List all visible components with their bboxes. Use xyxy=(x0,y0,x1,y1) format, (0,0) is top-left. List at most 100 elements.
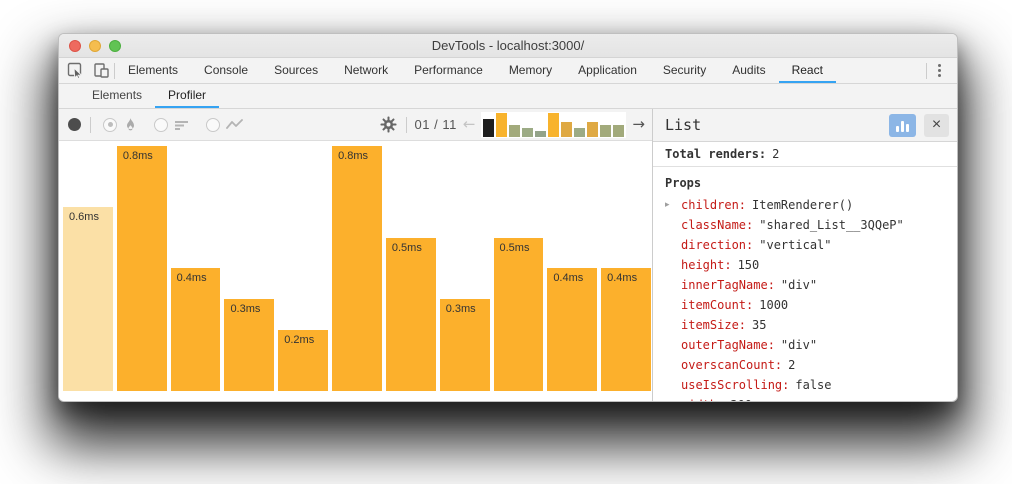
tab-security[interactable]: Security xyxy=(662,62,707,77)
zoom-window-button[interactable] xyxy=(109,39,121,52)
next-snapshot-icon[interactable]: → xyxy=(632,115,645,133)
prop-value: "vertical" xyxy=(759,238,832,252)
prop-value: 2 xyxy=(788,358,796,372)
bar-duration-label: 0.3ms xyxy=(445,303,476,315)
component-name: List xyxy=(665,116,702,134)
commit-bar[interactable]: 0.5ms xyxy=(385,238,436,391)
prop-value: 35 xyxy=(752,318,767,332)
bar-duration-label: 0.5ms xyxy=(499,242,530,254)
commit-bar[interactable]: 0.8ms xyxy=(332,146,382,391)
minichart-bar[interactable] xyxy=(522,127,534,137)
commit-bar[interactable]: 0.4ms xyxy=(170,268,221,391)
prop-key: itemSize: xyxy=(681,318,747,332)
bar-duration-label: 0.2ms xyxy=(284,334,315,346)
tab-application[interactable]: Application xyxy=(578,62,637,77)
minichart-bar[interactable] xyxy=(613,124,625,137)
prop-row-children: ▸ children: ItemRenderer() xyxy=(665,195,957,215)
flame-icon[interactable] xyxy=(123,117,138,133)
minichart-bar[interactable] xyxy=(496,112,508,137)
tab-memory[interactable]: Memory xyxy=(508,62,553,77)
prop-key: outerTagName: xyxy=(681,338,775,352)
commit-bar[interactable]: 0.3ms xyxy=(439,299,490,391)
profiler-pane: 01 / 11 ← → 0.6ms 0.8ms 0.4ms 0.3ms 0.2ms 0.8… xyxy=(59,109,652,401)
bar-duration-label: 0.3ms xyxy=(230,303,261,315)
profiler-toolbar: 01 / 11 ← → xyxy=(59,109,652,141)
snapshot-minichart[interactable] xyxy=(481,111,627,138)
tab-performance[interactable]: Performance xyxy=(414,62,483,77)
minimize-window-button[interactable] xyxy=(89,39,101,52)
minichart-bar[interactable] xyxy=(587,121,599,137)
bar-duration-label: 0.6ms xyxy=(69,211,99,223)
interactions-radio[interactable] xyxy=(206,117,220,132)
bar-duration-label: 0.4ms xyxy=(553,272,584,284)
commit-bar[interactable]: 0.5ms xyxy=(493,238,544,391)
total-renders-label: Total renders: xyxy=(665,147,767,161)
commit-bar[interactable]: 0.3ms xyxy=(224,299,275,391)
record-icon[interactable] xyxy=(68,118,81,131)
commit-bar[interactable]: 0.4ms xyxy=(601,268,651,391)
tab-sources[interactable]: Sources xyxy=(274,62,319,77)
props-section: Props ▸ children: ItemRenderer() className:… xyxy=(653,167,957,401)
prop-row-outerTagName: outerTagName: "div" xyxy=(665,335,957,355)
prop-value: "div" xyxy=(780,338,818,352)
bar-duration-label: 0.4ms xyxy=(607,272,638,284)
prop-value: 150 xyxy=(737,258,760,272)
prop-row-className: className: "shared_List__3QQeP" xyxy=(665,215,957,235)
ranked-radio[interactable] xyxy=(154,117,168,132)
minichart-bar-selected[interactable] xyxy=(483,118,495,137)
minichart-bar[interactable] xyxy=(548,112,560,137)
ranked-icon[interactable] xyxy=(174,118,190,132)
component-panel-header: List × xyxy=(653,109,957,142)
line-chart-icon[interactable] xyxy=(226,118,244,132)
expand-triangle-icon[interactable]: ▸ xyxy=(665,200,670,210)
main-tabs: Elements Console Sources Network Performance… xyxy=(115,58,836,83)
tab-network[interactable]: Network xyxy=(344,62,389,77)
prop-key: useIsScrolling: xyxy=(681,378,790,392)
more-options-icon[interactable] xyxy=(927,58,951,83)
commit-bar[interactable]: 0.2ms xyxy=(278,330,329,391)
main-tab-bar: Elements Console Sources Network Performance… xyxy=(59,58,957,84)
subtab-profiler[interactable]: Profiler xyxy=(155,84,220,108)
close-window-button[interactable] xyxy=(69,39,81,52)
minichart-bar[interactable] xyxy=(574,127,586,137)
minichart-bar[interactable] xyxy=(509,124,521,137)
prop-row-useIsScrolling: useIsScrolling: false xyxy=(665,375,957,395)
device-toolbar-icon[interactable] xyxy=(93,62,110,79)
tab-elements[interactable]: Elements xyxy=(128,62,179,77)
window-title: DevTools - localhost:3000/ xyxy=(431,38,585,53)
props-label: Props xyxy=(665,176,702,190)
gear-icon[interactable] xyxy=(380,116,397,133)
commit-bar[interactable]: 0.8ms xyxy=(116,146,167,391)
prop-row-innerTagName: innerTagName: "div" xyxy=(665,275,957,295)
prop-row-height: height: 150 xyxy=(665,255,957,275)
subtab-elements[interactable]: Elements xyxy=(92,88,143,102)
bar-chart-icon[interactable] xyxy=(889,113,916,137)
prop-key: itemCount: xyxy=(681,298,754,312)
prop-key: className: xyxy=(681,218,754,232)
minichart-bar[interactable] xyxy=(535,130,547,137)
minichart-bar[interactable] xyxy=(600,124,612,137)
commit-bar[interactable]: 0.6ms xyxy=(63,207,113,391)
close-icon[interactable]: × xyxy=(924,113,949,137)
prop-key: height: xyxy=(681,258,732,272)
bar-duration-label: 0.4ms xyxy=(176,272,207,284)
divider xyxy=(114,62,115,79)
snapshot-index: 01 / 11 xyxy=(414,117,457,132)
tab-console[interactable]: Console xyxy=(204,62,249,77)
prev-snapshot-icon[interactable]: ← xyxy=(462,115,476,133)
prop-row-width: width: 300 xyxy=(665,395,957,401)
tab-react[interactable]: React xyxy=(778,58,836,83)
divider xyxy=(90,116,91,133)
prop-key: direction: xyxy=(681,238,754,252)
minichart-bar[interactable] xyxy=(561,121,573,137)
bar-duration-label: 0.5ms xyxy=(391,242,422,254)
flamegraph-radio[interactable] xyxy=(103,117,117,132)
prop-row-itemSize: itemSize: 35 xyxy=(665,315,957,335)
prop-key: width: xyxy=(681,398,724,401)
tab-audits[interactable]: Audits xyxy=(732,62,766,77)
inspect-element-icon[interactable] xyxy=(67,62,85,79)
chart-bars: 0.6ms 0.8ms 0.4ms 0.3ms 0.2ms 0.8ms 0.5ms 0.3ms… xyxy=(63,146,651,391)
prop-key: innerTagName: xyxy=(681,278,775,292)
divider xyxy=(926,62,927,79)
commit-bar[interactable]: 0.4ms xyxy=(547,268,598,391)
